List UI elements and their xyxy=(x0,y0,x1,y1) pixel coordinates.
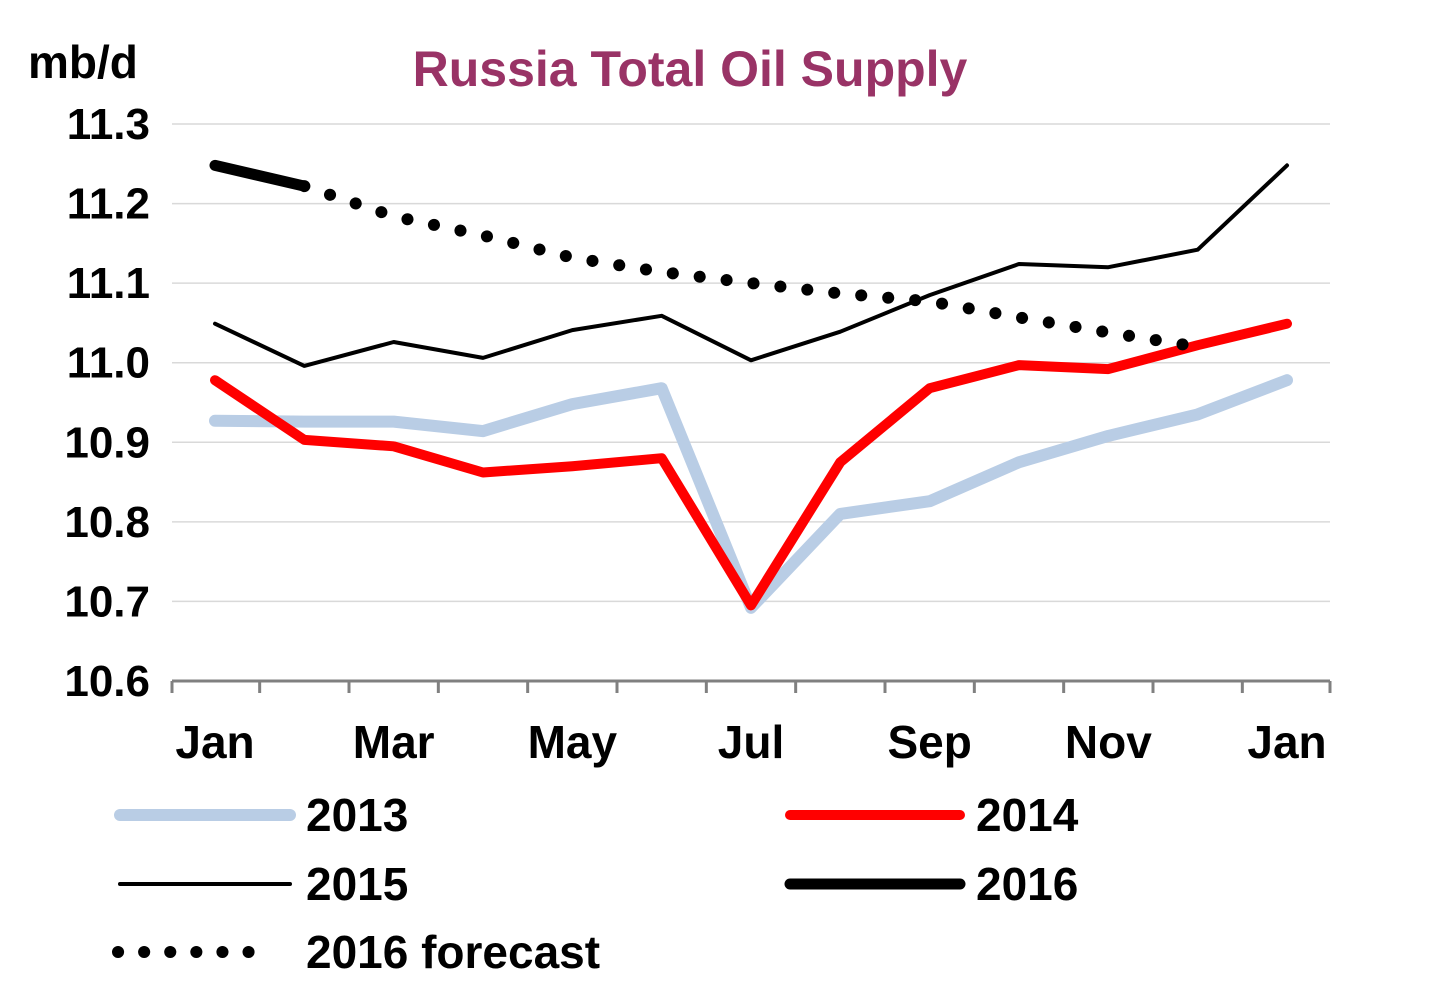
y-tick-label: 10.7 xyxy=(64,577,150,626)
series-line-2016 xyxy=(209,159,310,192)
series-lines xyxy=(209,159,1293,614)
x-tick-label: Sep xyxy=(887,716,971,768)
legend-label: 2015 xyxy=(306,858,408,910)
y-tick-label: 10.8 xyxy=(64,498,150,547)
chart-title: Russia Total Oil Supply xyxy=(413,41,968,97)
y-tick-label: 11.0 xyxy=(67,339,150,388)
x-tick-label: Jan xyxy=(175,716,254,768)
x-tick-label: Mar xyxy=(353,716,435,768)
x-tick-label: Jan xyxy=(1247,716,1326,768)
y-axis-unit: mb/d xyxy=(28,36,138,88)
y-tick-label: 11.1 xyxy=(67,259,150,308)
x-tick-label: Nov xyxy=(1065,716,1152,768)
y-tick-label: 10.6 xyxy=(64,657,150,706)
series-line-2014 xyxy=(210,318,1292,611)
x-tick-label: May xyxy=(528,716,618,768)
legend: 2013 2014 2015 2016 2016 forecast xyxy=(112,789,1079,978)
x-axis: Jan Mar May Jul Sep Nov Jan xyxy=(170,679,1332,768)
series-line-2016-forecast xyxy=(298,180,1204,353)
series-line-2013 xyxy=(209,374,1293,614)
y-tick-label: 11.2 xyxy=(67,180,150,229)
y-tick-label: 10.9 xyxy=(64,418,150,467)
x-tick-label: Jul xyxy=(718,716,784,768)
legend-label: 2016 xyxy=(976,858,1078,910)
legend-label: 2014 xyxy=(976,789,1079,841)
gridlines xyxy=(172,123,1330,603)
legend-label: 2013 xyxy=(306,789,408,841)
legend-label: 2016 forecast xyxy=(306,926,600,978)
series-line-2015 xyxy=(213,163,1289,368)
y-axis-ticks: 11.3 11.2 11.1 11.0 10.9 10.8 10.7 10.6 xyxy=(64,100,150,706)
y-tick-label: 11.3 xyxy=(67,100,150,149)
